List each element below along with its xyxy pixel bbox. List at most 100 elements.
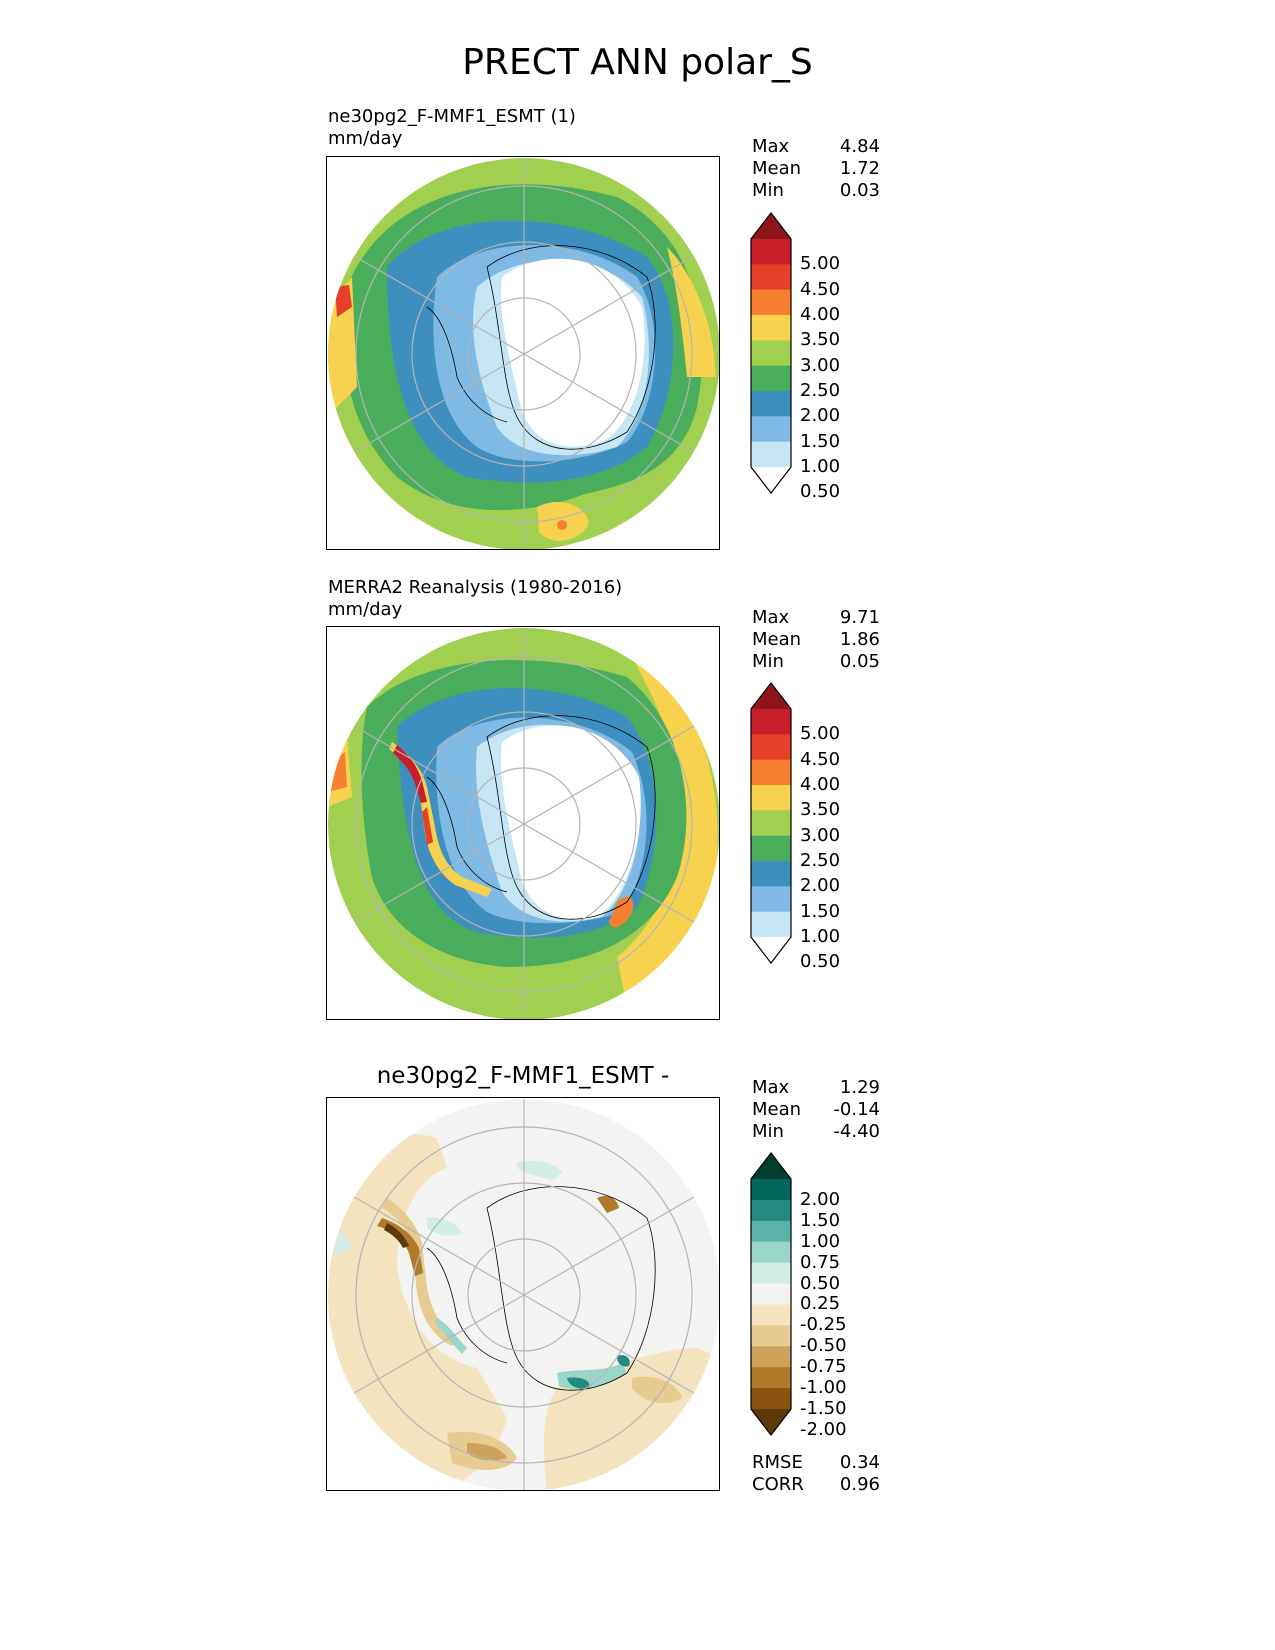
colorbar-tick-label: -0.50: [800, 1335, 847, 1357]
max-value: 4.84: [839, 136, 880, 157]
panel-3-map: [326, 1097, 720, 1491]
max-label: Max: [752, 136, 790, 157]
colorbar-segment: [751, 239, 791, 265]
panel-3-title: ne30pg2_F-MMF1_ESMT -: [376, 1063, 670, 1089]
colorbar-tick-label: 0.50: [800, 1272, 841, 1294]
colorbar-tick-label: 1.00: [800, 1230, 841, 1252]
rmse-label: RMSE: [752, 1452, 803, 1473]
mean-value: 1.86: [839, 629, 880, 650]
colorbar-extend-max: [751, 683, 791, 709]
colorbar-tick-label: 1.50: [800, 430, 841, 452]
max-label: Max: [752, 1077, 790, 1098]
colorbar-svg: [750, 1152, 792, 1436]
panel-1-map: [326, 156, 720, 550]
colorbar-segment: [751, 1179, 791, 1201]
panel-1-stats: Max 4.84 Mean 1.72 Min 0.03: [752, 136, 880, 202]
colorbar-tick-label: 1.50: [800, 1209, 841, 1231]
colorbar-segment: [751, 416, 791, 443]
max-value: 1.29: [839, 1077, 880, 1098]
colorbar-segment: [751, 835, 791, 862]
panel-2-units: mm/day: [328, 599, 403, 620]
colorbar-segment: [751, 1346, 791, 1368]
panel-2-colorbar: 5.00 4.50 4.00 3.50 3.00 2.50 2.00 1.50 1.00 0.50: [750, 682, 840, 972]
colorbar-segment: [751, 1220, 791, 1243]
colorbar-segment: [751, 1388, 791, 1410]
panel-2-map: [326, 626, 720, 1020]
colorbar-segment: [751, 365, 791, 392]
colorbar-tick-label: 4.00: [800, 774, 841, 795]
colorbar-segment: [751, 734, 791, 761]
mean-label: Mean: [752, 629, 802, 650]
colorbar-segment: [751, 1262, 791, 1285]
panel-1-colorbar: 5.00 4.50 4.00 3.50 3.00 2.50 2.00 1.50 1.00 0.50: [750, 212, 840, 502]
colorbar-segment: [751, 340, 791, 367]
colorbar-segment: [751, 759, 791, 786]
colorbar-svg: [750, 212, 792, 494]
colorbar-segment: [751, 315, 791, 341]
colorbar-tick-label: -0.25: [800, 1314, 847, 1336]
colorbar-tick-label: 1.00: [800, 926, 841, 947]
mean-label: Mean: [752, 1099, 802, 1120]
colorbar-segment: [751, 1325, 791, 1347]
colorbar-tick-label: -1.50: [800, 1398, 847, 1419]
colorbar-tick-label: -1.00: [800, 1377, 847, 1399]
colorbar-extend-max: [751, 213, 791, 239]
colorbar-segment: [751, 391, 791, 417]
min-label: Min: [752, 1121, 784, 1142]
colorbar-tick-label: 2.50: [800, 850, 841, 871]
panel-1-name: ne30pg2_F-MMF1_ESMT (1): [328, 106, 576, 127]
min-value: -4.40: [833, 1121, 880, 1142]
colorbar-segment: [751, 264, 791, 291]
rmse-value: 0.34: [839, 1452, 880, 1473]
colorbar-extend-max: [751, 1153, 791, 1179]
colorbar-segment: [751, 1199, 791, 1222]
panel-3-footer-stats: RMSE 0.34 CORR 0.96: [752, 1452, 880, 1496]
colorbar-tick-label: 3.00: [800, 824, 841, 846]
colorbar-tick-label: 5.00: [800, 253, 841, 275]
min-label: Min: [752, 651, 784, 672]
colorbar-segment: [751, 709, 791, 735]
colorbar-tick-label: 2.50: [800, 380, 841, 401]
colorbar-segment: [751, 911, 791, 938]
colorbar-tick-label: -2.00: [800, 1418, 847, 1440]
colorbar-tick-label: 0.50: [800, 481, 841, 503]
colorbar-tick-label: 3.50: [800, 799, 841, 821]
colorbar-segment: [751, 1283, 791, 1305]
colorbar-segment: [751, 861, 791, 887]
panel-2-title: MERRA2 Reanalysis (1980-2016) mm/day: [328, 577, 622, 621]
colorbar-segment: [751, 785, 791, 811]
panel-2-name: MERRA2 Reanalysis (1980-2016): [328, 577, 623, 598]
corr-value: 0.96: [839, 1474, 880, 1495]
colorbar-tick-label: 0.25: [800, 1293, 841, 1315]
colorbar-tick-label: 4.00: [800, 304, 841, 325]
colorbar-segment: [751, 441, 791, 468]
colorbar-segment: [751, 1367, 791, 1389]
colorbar-tick-label: 2.00: [800, 405, 841, 427]
panel-3-stats: Max 1.29 Mean -0.14 Min -4.40: [752, 1077, 880, 1143]
colorbar-tick-label: 1.50: [800, 900, 841, 922]
mean-value: 1.72: [839, 158, 880, 179]
colorbar-extend-min: [751, 1409, 791, 1435]
panel-1-units: mm/day: [328, 128, 403, 149]
colorbar-segment: [751, 289, 791, 316]
figure-title: PRECT ANN polar_S: [462, 42, 813, 83]
min-label: Min: [752, 180, 784, 201]
mean-value: -0.14: [833, 1099, 880, 1120]
colorbar-tick-label: 5.00: [800, 723, 841, 745]
colorbar-extend-min: [751, 937, 791, 963]
panel-2-stats: Max 9.71 Mean 1.86 Min 0.05: [752, 607, 880, 673]
corr-label: CORR: [752, 1474, 804, 1495]
max-value: 9.71: [839, 607, 880, 628]
min-value: 0.03: [839, 180, 880, 201]
colorbar-tick-label: 3.00: [800, 354, 841, 376]
colorbar-tick-label: 4.50: [800, 748, 841, 770]
colorbar-segment: [751, 810, 791, 837]
colorbar-tick-label: 0.75: [800, 1251, 841, 1273]
colorbar-tick-label: 2.00: [800, 875, 841, 897]
min-value: 0.05: [839, 651, 880, 672]
colorbar-segment: [751, 1304, 791, 1326]
colorbar-segment: [751, 886, 791, 913]
panel-1-title: ne30pg2_F-MMF1_ESMT (1) mm/day: [328, 106, 576, 150]
colorbar-tick-label: 4.50: [800, 278, 841, 300]
max-label: Max: [752, 607, 790, 628]
